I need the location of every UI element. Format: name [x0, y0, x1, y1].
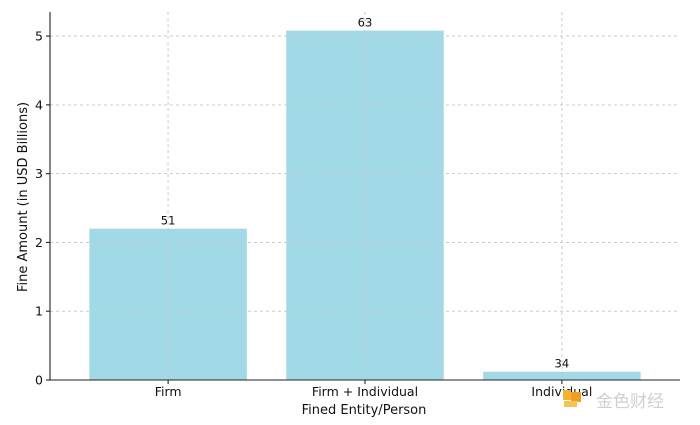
- bar: [89, 228, 247, 380]
- x-axis-label: Fined Entity/Person: [302, 403, 427, 418]
- data-labels: 51 63 34: [161, 16, 569, 371]
- watermark-text: 金色财经: [596, 392, 664, 412]
- y-tick-label: 1: [35, 304, 43, 319]
- x-tick-label: Individual: [531, 384, 592, 399]
- watermark-logo-icon: [563, 390, 581, 407]
- data-label: 51: [161, 214, 176, 228]
- y-tick-label: 2: [35, 235, 43, 250]
- data-label: 63: [358, 16, 373, 30]
- bars: [50, 12, 680, 381]
- x-tick-label: Firm + Individual: [312, 384, 418, 399]
- x-ticks: Firm Firm + Individual Individual: [155, 380, 592, 399]
- x-tick-label: Firm: [155, 384, 182, 399]
- y-tick-label: 4: [35, 97, 43, 112]
- y-ticks: 0 1 2 3 4 5: [35, 29, 50, 388]
- data-label: 34: [555, 357, 570, 371]
- y-tick-label: 3: [35, 166, 43, 181]
- bar: [483, 371, 641, 380]
- y-tick-label: 5: [35, 29, 43, 44]
- y-tick-label: 0: [35, 373, 43, 388]
- y-axis-label: Fine Amount (in USD Billions): [16, 102, 31, 292]
- watermark: 金色财经: [563, 390, 664, 412]
